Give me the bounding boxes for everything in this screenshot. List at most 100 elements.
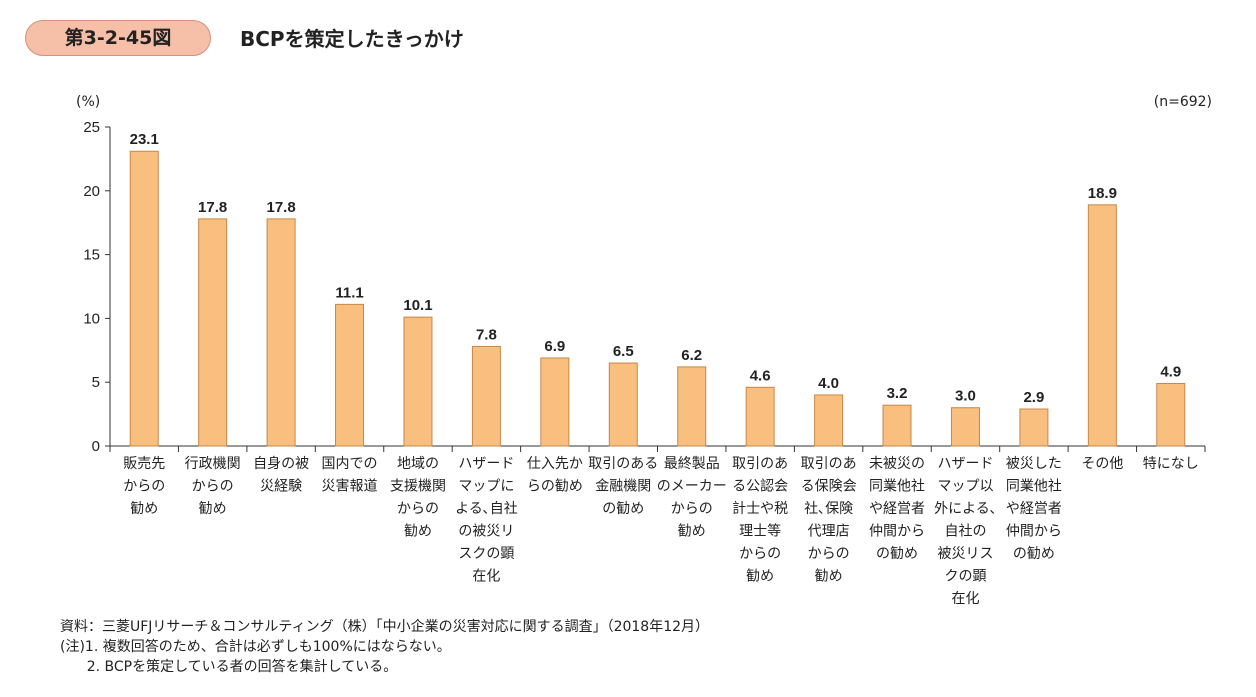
category-label: 代理店 — [808, 524, 850, 540]
category-label: 在化 — [472, 569, 500, 585]
data-label: 4.6 — [750, 367, 771, 384]
category-label: 行政機関 — [185, 456, 241, 472]
category-label: の勧め — [602, 500, 644, 517]
category-label: ハザード — [458, 456, 514, 472]
category-label: 外による､ — [934, 501, 997, 517]
category-label: 最終製品 — [664, 456, 720, 472]
category-label: 仕入先か — [527, 456, 583, 472]
category-label: 同業他社 — [869, 479, 925, 495]
note-2: 2. BCPを策定している者の回答を集計している。 — [60, 659, 398, 675]
bar — [1156, 382, 1186, 447]
bar — [814, 394, 844, 447]
bar — [198, 218, 228, 447]
bar — [608, 362, 638, 447]
data-label: 2.9 — [1023, 389, 1044, 406]
category-label: 取引のあ — [732, 456, 788, 472]
category-label: 災経験 — [260, 479, 302, 495]
data-label: 7.8 — [476, 326, 497, 343]
figure-number-badge: 第3-2-45図 — [25, 20, 211, 56]
bar — [950, 407, 980, 447]
category-label: の被災リ — [458, 524, 514, 540]
category-label: の勧め — [1013, 545, 1055, 562]
data-label: 3.2 — [887, 385, 908, 402]
bar — [129, 150, 159, 447]
category-label: 理士等 — [739, 523, 781, 540]
y-tick-label: 10 — [83, 310, 100, 327]
bar — [745, 386, 775, 447]
sample-size: (n=692) — [1153, 94, 1212, 110]
y-axis-unit: (%) — [76, 94, 101, 110]
bar — [1019, 408, 1049, 447]
notes: 資料：三菱UFJリサーチ＆コンサルティング（株）「中小企業の災害対応に関する調査… — [60, 617, 709, 677]
data-label: 11.1 — [335, 284, 363, 301]
data-label: 18.9 — [1088, 185, 1117, 202]
category-label: 被災した — [1006, 456, 1062, 472]
data-label: 23.1 — [130, 131, 159, 148]
category-label: 支援機関 — [390, 479, 446, 495]
category-label: 同業他社 — [1006, 479, 1062, 495]
bar — [677, 366, 707, 447]
bar — [266, 218, 296, 447]
category-label: や経営者 — [1006, 501, 1062, 517]
category-label: クの顕 — [944, 569, 986, 585]
category-label: や経営者 — [869, 501, 925, 517]
category-label: 自身の被 — [253, 456, 309, 472]
category-label: からの — [808, 546, 850, 562]
category-label: 計士や税 — [732, 501, 788, 517]
category-label: 勧め — [199, 500, 227, 517]
category-label: 販売先 — [123, 456, 165, 472]
category-label: マップ以 — [937, 479, 993, 495]
y-tick-label: 20 — [83, 183, 100, 200]
source-note: 資料：三菱UFJリサーチ＆コンサルティング（株）「中小企業の災害対応に関する調査… — [60, 619, 710, 635]
bar — [471, 345, 501, 447]
data-label: 3.0 — [955, 388, 976, 405]
category-label: からの — [123, 479, 165, 495]
category-label: 自社の — [944, 524, 986, 540]
category-label: からの — [671, 501, 713, 517]
category-label: からの — [397, 501, 439, 517]
category-label: 金融機関 — [595, 479, 651, 495]
data-label: 10.1 — [403, 297, 432, 314]
category-label: のメーカー — [657, 479, 727, 495]
category-label: 勧め — [130, 500, 158, 517]
bar — [540, 357, 570, 447]
data-label: 6.5 — [613, 343, 634, 360]
category-label: よる､自社 — [455, 501, 518, 517]
y-tick-label: 15 — [83, 247, 100, 264]
category-label: 社､保険 — [804, 501, 853, 517]
category-label: 被災リス — [937, 546, 993, 562]
bar — [1087, 204, 1117, 447]
category-label: からの — [192, 479, 234, 495]
category-label: 仲間から — [869, 524, 925, 540]
y-tick-label: 5 — [92, 374, 100, 391]
category-label: 仲間から — [1006, 524, 1062, 540]
category-label: 勧め — [746, 568, 774, 585]
note-1: (注)1. 複数回答のため、合計は必ずしも100%にはならない。 — [60, 639, 451, 655]
category-label: 在化 — [951, 591, 979, 607]
category-label: る保険会 — [801, 479, 857, 495]
y-tick-label: 0 — [92, 438, 100, 455]
data-label: 6.9 — [544, 338, 565, 355]
category-label: らの勧め — [527, 478, 583, 495]
data-label: 4.9 — [1160, 363, 1181, 380]
category-label: 取引のあ — [801, 456, 857, 472]
data-label: 17.8 — [266, 199, 295, 216]
category-label: マップに — [458, 479, 514, 495]
category-label: スクの顕 — [458, 546, 514, 562]
data-label: 6.2 — [681, 347, 702, 364]
category-label: ハザード — [937, 456, 993, 472]
data-label: 4.0 — [818, 375, 839, 392]
bar — [403, 316, 433, 447]
y-tick-label: 25 — [83, 119, 100, 136]
bar — [335, 303, 365, 447]
category-label: 災害報道 — [322, 479, 378, 495]
bar — [882, 404, 912, 447]
data-label: 17.8 — [198, 199, 227, 216]
category-label: 地域の — [397, 456, 439, 472]
category-label: からの — [739, 546, 781, 562]
category-label: 未被災の — [869, 456, 925, 472]
category-label: 勧め — [678, 523, 706, 540]
category-label: 勧め — [815, 568, 843, 585]
